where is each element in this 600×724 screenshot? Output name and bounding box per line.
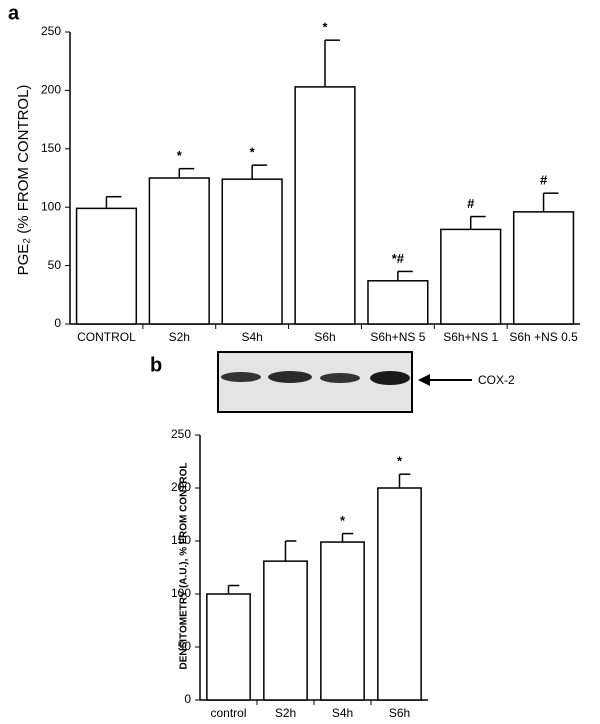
bar — [294, 86, 356, 325]
annotation: # — [540, 173, 548, 188]
x-tick-label: S6h — [314, 330, 335, 344]
bar — [367, 280, 429, 325]
bar — [512, 211, 575, 325]
x-tick-label: S2h — [169, 330, 190, 344]
y-tick-label: 150 — [41, 141, 61, 155]
x-tick-label: S4h — [241, 330, 262, 344]
annotation: * — [250, 145, 256, 160]
annotation: * — [340, 513, 346, 528]
bar — [263, 560, 308, 701]
x-tick-label: S2h — [275, 706, 296, 720]
blot-band — [221, 372, 261, 382]
annotation: *# — [392, 251, 405, 266]
blot-band — [370, 371, 410, 385]
panel-label: b — [150, 354, 162, 376]
y-tick-label: 200 — [41, 83, 61, 97]
y-axis-label: DENSITOMETRY (A.U.), % FROM CONTROL — [179, 462, 190, 669]
x-tick-label: S6h+NS 1 — [443, 330, 498, 344]
x-tick-label: S4h — [332, 706, 353, 720]
annotation: * — [322, 20, 328, 35]
x-tick-label: control — [210, 706, 246, 720]
blot-frame — [217, 351, 413, 413]
x-tick-label: S6h+NS 5 — [370, 330, 425, 344]
annotation: * — [397, 454, 403, 469]
x-tick-label: S6h +NS 0.5 — [509, 330, 578, 344]
y-tick-label: 200 — [171, 480, 191, 494]
y-tick-label: 250 — [41, 24, 61, 38]
y-tick-label: 50 — [48, 258, 62, 272]
y-tick-label: 50 — [178, 639, 192, 653]
y-tick-label: 0 — [184, 692, 191, 706]
y-tick-label: 100 — [171, 586, 191, 600]
y-tick-label: 0 — [54, 316, 61, 330]
blot-band — [268, 371, 312, 383]
bar — [75, 207, 138, 325]
y-axis-label: PGE₂ (% FROM CONTROL) — [15, 85, 32, 276]
blot-label: COX-2 — [478, 373, 515, 387]
bar — [206, 593, 251, 701]
bar — [221, 178, 283, 325]
y-tick-label: 150 — [171, 533, 191, 547]
y-tick-label: 250 — [171, 427, 191, 441]
bar — [148, 177, 210, 325]
annotation: # — [467, 196, 475, 211]
panel-label: a — [8, 2, 20, 24]
y-tick-label: 100 — [41, 199, 61, 213]
western-blot: COX-2 — [217, 351, 515, 413]
blot-band — [320, 373, 360, 383]
bar — [377, 487, 422, 701]
x-tick-label: CONTROL — [77, 330, 136, 344]
annotation: * — [177, 148, 183, 163]
x-tick-label: S6h — [389, 706, 410, 720]
arrow-head — [418, 374, 430, 386]
bar — [320, 541, 365, 701]
bar — [440, 228, 502, 325]
